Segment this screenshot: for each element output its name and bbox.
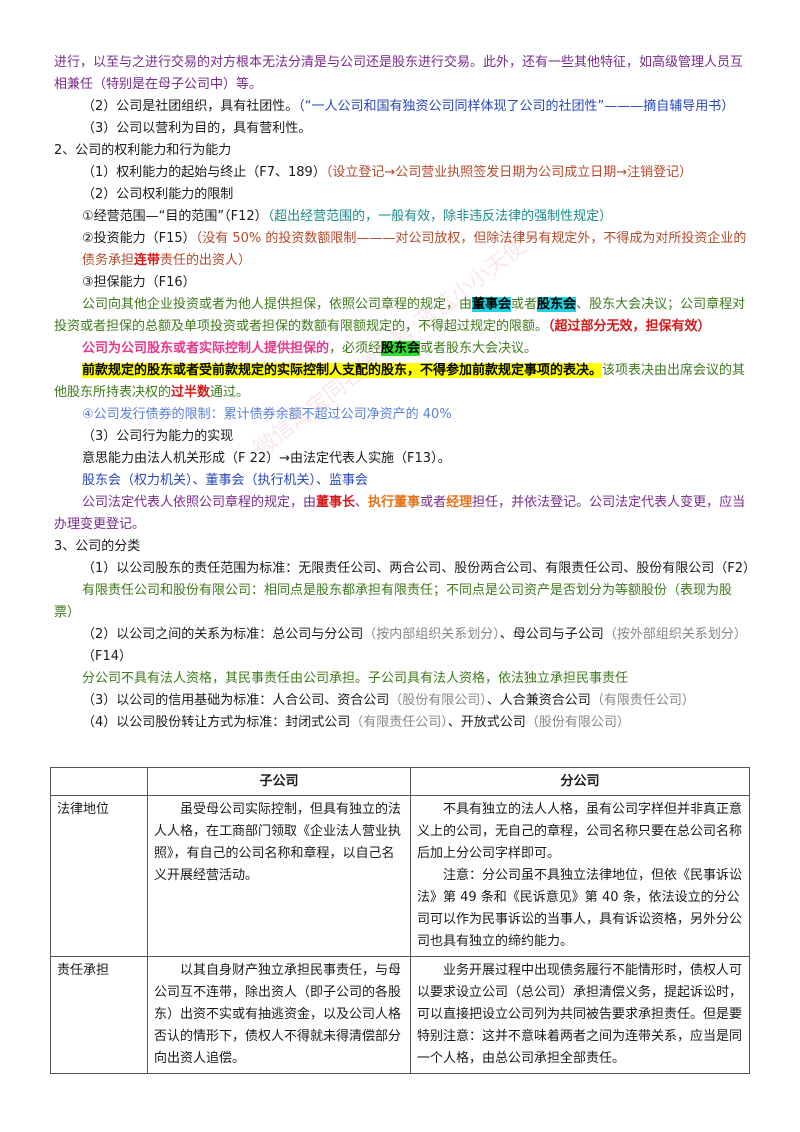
cell-text: 业务开展过程中出现债务履行不能情形时，债权人可以要求设立公司（总公司）承担清偿义… [417, 963, 743, 1066]
emphasis: 公司为公司股东或者实际控制人提供担保的 [82, 341, 330, 356]
sub-cell: 虽受母公司实际控制，但具有独立的法人人格，在工商部门领取《企业法人营业执照》，有… [147, 795, 411, 957]
text: 或者 [420, 495, 447, 510]
text: ，必须经 [329, 341, 382, 356]
document-body: 进行，以至与之进行交易的对方根本无法分清是与公司还是股东进行交易。此外，还有一些… [54, 52, 757, 734]
text: （1）权利能力的起始与终止（F7、189） [82, 165, 326, 180]
branch-cell: 业务开展过程中出现债务履行不能情形时，债权人可以要求设立公司（总公司）承担清偿义… [410, 956, 750, 1074]
header-cell [50, 767, 148, 796]
text: （2）公司是社团组织，具有社团性。 [82, 99, 299, 114]
text: （3）以公司的信用基础为标准：人合公司、资合公司 [82, 693, 390, 708]
table-header-row: 子公司 分公司 [50, 767, 750, 796]
item-class-2: （2）以公司之间的关系为标准：总公司与分公司（按内部组织关系划分）、母公司与子公… [54, 624, 750, 668]
note: （股份有限公司） [389, 693, 487, 708]
item-rights-start-end: （1）权利能力的起始与终止（F7、189）（设立登记→公司营业执照签发日期为公司… [54, 162, 750, 184]
paragraph-branch: 分公司不具有法人资格，其民事责任由公司承担。子公司具有法人资格，依法独立承担民事… [82, 671, 629, 686]
note: （没有 50% 的投资数额限制———对公司放权，但除法律另有规定外，不得成为对所… [82, 231, 747, 268]
item-class-4: （4）以公司股份转让方式为标准：封闭式公司（有限责任公司）、开放式公司（股份有限… [54, 712, 750, 734]
text: 、股东大会决议；公司章程对投资或者担保的总额及单项投资或者担保的数额有限额规定的… [54, 297, 746, 334]
emphasis: 董事长 [316, 495, 356, 510]
paragraph-guarantee-rule: 公司向其他企业投资或者为他人提供担保，依照公司章程的规定，由董事会或者股东会、股… [54, 294, 750, 338]
item-capacity: （3）公司行为能力的实现 [82, 429, 234, 444]
highlight-shareholders: 股东会 [537, 297, 577, 312]
paragraph-limited: 有限责任公司和股份有限公司：相同点是股东都承担有限责任；不同点是公司资产是否划分… [54, 583, 733, 620]
header-cell: 子公司 [147, 767, 411, 796]
emphasis: （超过部分无效，担保有效） [548, 319, 711, 334]
emphasis: 经理 [446, 495, 473, 510]
highlight-shareholders: 股东会 [381, 341, 421, 356]
sub-cell: 以其自身财产独立承担民事责任，与母公司互不连带，除出资人（即子公司的各股东）出资… [147, 956, 411, 1074]
item-class-3: （3）以公司的信用基础为标准：人合公司、资合公司（股份有限公司）、人合兼资合公司… [54, 690, 750, 712]
cell-text: 注意：分公司虽不具独立法律地位，但依《民事诉讼法》第 49 条和《民诉意见》第 … [417, 868, 743, 949]
item-will: 意思能力由法人机关形成（F 22）→由法定代表人实施（F13）。 [82, 451, 451, 466]
section-heading-2: 2、公司的权利能力和行为能力 [54, 143, 232, 158]
item-guarantee: ③担保能力（F16） [82, 275, 196, 290]
row-label: 法律地位 [50, 795, 148, 957]
text: 或者 [511, 297, 538, 312]
text: 、开放式公司 [447, 715, 526, 730]
row-label: 责任承担 [50, 956, 148, 1074]
item-bonds: ④公司发行债券的限制：累计债券余额不超过公司净资产的 40% [82, 407, 452, 422]
paragraph-related-guarantee: 公司为公司股东或者实际控制人提供担保的，必须经股东会或者股东大会决议。 [54, 338, 750, 360]
paragraph-voting: 前款规定的股东或者受前款规定的实际控制人支配的股东，不得参加前款规定事项的表决。… [54, 360, 750, 404]
text: 公司向其他企业投资或者为他人提供担保，依照公司章程的规定，由 [82, 297, 473, 312]
note: （按外部组织关系划分） [603, 627, 747, 642]
item-social-organization: （2）公司是社团组织，具有社团性。（“一人公司和国有独资公司同样体现了公司的社团… [54, 96, 750, 118]
text: 、人合兼资合公司 [486, 693, 591, 708]
item-class-1: （1）以公司股东的责任范围为标准：无限责任公司、两合公司、股份两合公司、有限责任… [82, 561, 757, 576]
cell-text: 以其自身财产独立承担民事责任，与母公司互不连带，除出资人（即子公司的各股东）出资… [154, 963, 402, 1066]
note: （股份有限公司） [525, 715, 630, 730]
cell-text: 不具有独立的法人人格，虽有公司字样但并非真正意义上的公司，无自己的章程，公司名称… [417, 802, 743, 861]
note: （有限责任公司） [590, 693, 695, 708]
quote-note: （“一人公司和国有独资公司同样体现了公司的社团性”———摘自辅导用书） [298, 99, 735, 114]
note: （按内部组织关系划分） [363, 627, 500, 642]
cell-text: 虽受母公司实际控制，但具有独立的法人人格，在工商部门领取《企业法人营业执照》，有… [154, 802, 402, 883]
header-cell: 分公司 [410, 767, 750, 796]
item-organs: 股东会（权力机关）、董事会（执行机关）、监事会 [82, 473, 369, 488]
emphasis: 执行董事 [368, 495, 421, 510]
emphasis: 过半数 [171, 385, 211, 400]
paragraph-legal-rep: 公司法定代表人依照公司章程的规定，由董事长、执行董事或者经理担任，并依法登记。公… [54, 492, 750, 536]
comparison-table: 子公司 分公司 法律地位 虽受母公司实际控制，但具有独立的法人人格，在工商部门领… [50, 767, 750, 1074]
emphasis: 连带 [134, 253, 161, 268]
note: （超出经营范围的，一般有效，除非违反法律的强制性规定） [267, 209, 613, 224]
text: 通过。 [210, 385, 250, 400]
table-row: 责任承担 以其自身财产独立承担民事责任，与母公司互不连带，除出资人（即子公司的各… [50, 956, 750, 1074]
text: ①经营范围—“目的范围”（F12） [82, 209, 268, 224]
text: 、母公司与子公司 [499, 627, 604, 642]
text: （4）以公司股份转让方式为标准：封闭式公司 [82, 715, 351, 730]
table-row: 法律地位 虽受母公司实际控制，但具有独立的法人人格，在工商部门领取《企业法人营业… [50, 795, 750, 957]
branch-cell: 不具有独立的法人人格，虽有公司字样但并非真正意义上的公司，无自己的章程，公司名称… [410, 795, 750, 957]
text: 该项表决由出席会议的其他股东所持表决权的 [54, 363, 746, 400]
note: （设立登记→公司营业执照签发日期为公司成立日期→注销登记） [325, 165, 693, 180]
item-rights-limits: （2）公司权利能力的限制 [82, 187, 234, 202]
text: ②投资能力（F15） [82, 231, 196, 246]
paragraph-intro: 进行，以至与之进行交易的对方根本无法分清是与公司还是股东进行交易。此外，还有一些… [54, 55, 744, 92]
note: 责任的出资人） [160, 253, 252, 268]
highlight-rule: 前款规定的股东或者受前款规定的实际控制人支配的股东，不得参加前款规定事项的表决。 [82, 363, 603, 378]
text: （F14） [82, 649, 133, 664]
note: （有限责任公司） [350, 715, 448, 730]
item-profit: （3）公司以营利为目的，具有营利性。 [82, 121, 312, 136]
text: （2）以公司之间的关系为标准：总公司与分公司 [82, 627, 364, 642]
text: 公司法定代表人依照公司章程的规定，由 [82, 495, 317, 510]
item-investment: ②投资能力（F15）（没有 50% 的投资数额限制———对公司放权，但除法律另有… [54, 228, 750, 272]
section-heading-3: 3、公司的分类 [54, 539, 141, 554]
text: 或者股东大会决议。 [420, 341, 538, 356]
item-business-scope: ①经营范围—“目的范围”（F12）（超出经营范围的，一般有效，除非违反法律的强制… [54, 206, 750, 228]
text: 、 [355, 495, 369, 510]
highlight-board: 董事会 [472, 297, 512, 312]
text: 担任，并依法登记。公司法定代表人变更，应当办理变更登记。 [54, 495, 746, 532]
